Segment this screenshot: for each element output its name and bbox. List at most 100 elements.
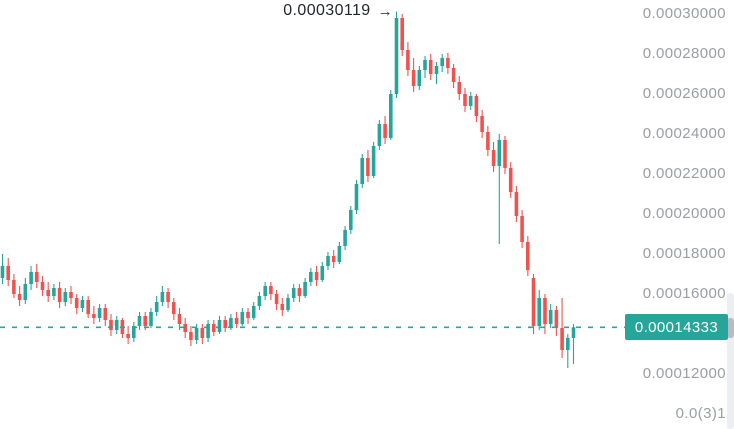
candle (172, 298, 176, 320)
candle (126, 326, 130, 344)
candle (520, 210, 524, 248)
candle (486, 126, 490, 156)
candle (463, 88, 467, 112)
candle (29, 266, 33, 290)
candle (320, 262, 325, 282)
candle (0, 254, 5, 284)
candle (183, 318, 187, 338)
candle (451, 64, 456, 88)
candle (177, 308, 182, 330)
candle (526, 236, 530, 276)
candle (137, 312, 142, 330)
candle (537, 290, 541, 330)
candle (286, 294, 290, 312)
candle (23, 278, 28, 304)
candle (446, 53, 450, 74)
candle (280, 298, 285, 316)
candle (46, 282, 50, 302)
candle (314, 266, 319, 286)
peak-price-text: 0.00030119 (283, 2, 371, 19)
candle (560, 298, 564, 358)
candle (217, 316, 222, 334)
candle (389, 90, 393, 140)
current-price-text: 0.00014333 (634, 318, 719, 336)
candle (491, 142, 496, 172)
candle (12, 274, 16, 298)
peak-price-annotation: 0.00030119 → (283, 2, 393, 20)
candle (86, 296, 90, 318)
current-price-label: 0.00014333 (625, 314, 728, 340)
price-axis-tick: 0.00030000 (642, 5, 726, 22)
price-axis-tick: 0.0(3)1 (675, 405, 726, 422)
candle (337, 242, 342, 264)
candle (366, 150, 370, 182)
candle (548, 304, 553, 328)
candle (274, 290, 279, 310)
candle (457, 76, 462, 100)
candle (349, 206, 353, 234)
candle (240, 308, 245, 326)
candle (160, 286, 165, 306)
candle (406, 42, 410, 76)
candle (497, 134, 502, 244)
candle (17, 286, 22, 306)
candle (297, 284, 302, 302)
price-axis-tick: 0.00012000 (642, 365, 726, 382)
candle (234, 312, 239, 328)
candle (326, 252, 330, 270)
candle (263, 282, 267, 300)
price-axis-tick: 0.00026000 (642, 85, 726, 102)
candle (103, 304, 108, 326)
candle (35, 264, 39, 288)
candle (74, 294, 79, 314)
candle (394, 11, 399, 98)
price-axis[interactable]: 0.00030000 0.00028000 0.00026000 0.00024000… (624, 0, 734, 429)
candle (109, 314, 113, 336)
candle (514, 186, 519, 222)
candle (343, 226, 347, 250)
candle (434, 62, 439, 84)
candle (354, 180, 359, 214)
candle (257, 292, 262, 310)
candle (114, 316, 119, 334)
candle (269, 282, 273, 300)
price-axis-tick: 0.00020000 (642, 205, 726, 222)
candle (149, 308, 153, 328)
candle (531, 274, 536, 334)
candle (440, 54, 444, 72)
candle (69, 286, 73, 304)
candle (571, 324, 576, 364)
candle (40, 276, 45, 296)
candle (6, 258, 10, 286)
candle (508, 162, 513, 198)
candle (428, 54, 433, 80)
candle (212, 320, 216, 336)
candle (468, 92, 473, 110)
candle (417, 66, 422, 90)
candle (423, 56, 427, 78)
candle (166, 288, 170, 308)
candle (189, 326, 193, 346)
candle (309, 268, 313, 286)
candle (411, 58, 416, 92)
candle (154, 296, 159, 316)
candle (52, 284, 56, 300)
candle (360, 154, 364, 188)
scrollbar-thumb[interactable] (727, 318, 734, 338)
price-axis-tick: 0.00022000 (642, 165, 726, 182)
candle (480, 110, 484, 138)
price-axis-tick: 0.00028000 (642, 45, 726, 62)
candle (474, 94, 479, 122)
scrollbar-track (727, 293, 734, 429)
candle (303, 278, 307, 298)
candle (63, 288, 68, 306)
candle (400, 14, 404, 56)
candle (566, 334, 570, 368)
candle (371, 142, 376, 178)
candle (132, 322, 136, 342)
candle (554, 306, 559, 336)
candle (383, 116, 387, 144)
candle (223, 316, 227, 332)
